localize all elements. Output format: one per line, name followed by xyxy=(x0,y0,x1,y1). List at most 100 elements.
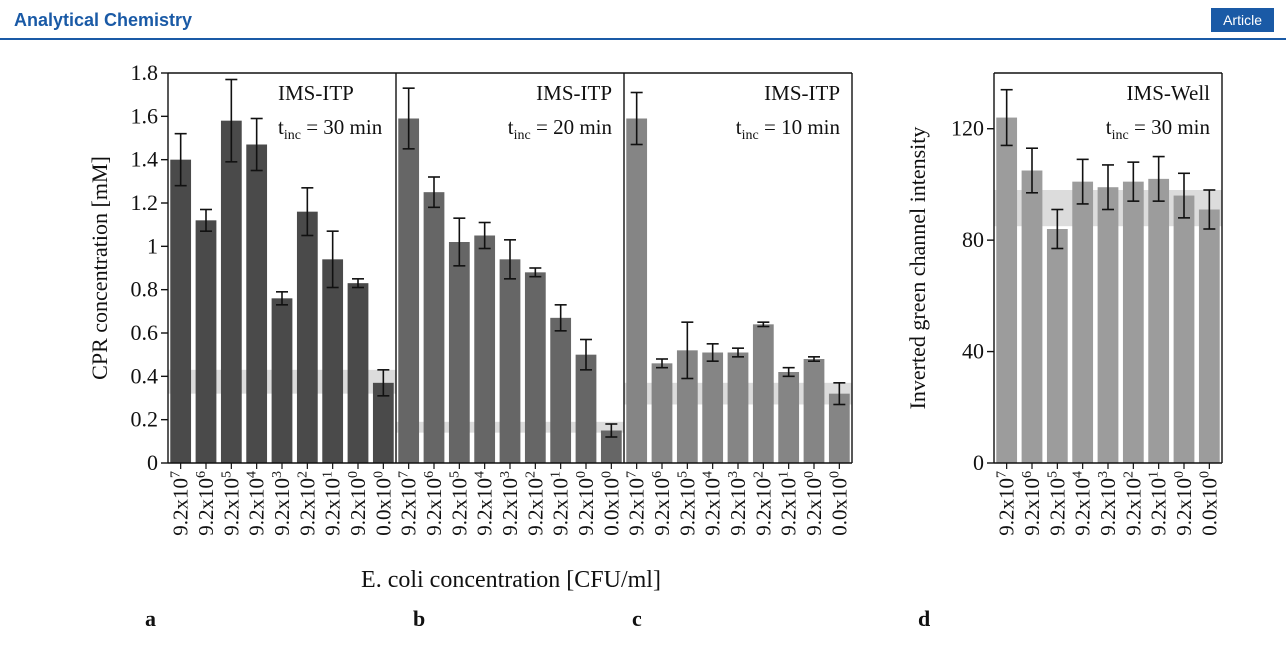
x-tick-label-d-5: 9.2x102 xyxy=(1121,471,1145,536)
x-tick-label-a-3: 9.2x104 xyxy=(245,471,269,536)
y-tick-label-a-9: 1.8 xyxy=(131,60,159,85)
x-tick-label-c-0: 9.2x107 xyxy=(625,471,649,536)
bar-d-0 xyxy=(996,117,1018,464)
y-tick-label-a-0: 0 xyxy=(147,450,158,475)
bar-c-3 xyxy=(702,352,724,463)
bar-b-2 xyxy=(448,242,470,463)
x-tick-label-a-2: 9.2x105 xyxy=(219,471,243,536)
x-tick-label-b-8: 0.0x100 xyxy=(599,471,623,536)
x-tick-label-a-0: 9.2x107 xyxy=(169,471,193,536)
bar-d-7 xyxy=(1173,195,1195,464)
x-tick-label-a-7: 9.2x100 xyxy=(346,471,370,536)
bar-c-0 xyxy=(626,118,648,463)
header-rule xyxy=(0,38,1286,40)
x-tick-label-b-7: 9.2x100 xyxy=(574,471,598,536)
y-tick-label-d-1: 40 xyxy=(962,339,984,364)
y-tick-label-a-5: 1 xyxy=(147,233,158,258)
bar-d-2 xyxy=(1046,229,1068,463)
bar-d-5 xyxy=(1122,181,1144,463)
y-tick-label-a-8: 1.6 xyxy=(131,103,159,128)
y-tick-label-a-2: 0.4 xyxy=(131,363,159,388)
bar-a-0 xyxy=(170,159,192,463)
bar-b-0 xyxy=(398,118,420,463)
x-tick-label-d-2: 9.2x105 xyxy=(1045,471,1069,536)
y-tick-label-a-3: 0.6 xyxy=(131,320,159,345)
journal-title: Analytical Chemistry xyxy=(14,10,193,30)
panel-condition-d: tinc = 30 min xyxy=(1106,115,1211,143)
panel-title-c: IMS-ITP xyxy=(764,81,840,105)
panel-letter-d: d xyxy=(918,606,930,631)
bar-c-8 xyxy=(828,393,850,463)
bar-a-2 xyxy=(220,120,242,464)
x-tick-label-c-1: 9.2x106 xyxy=(650,471,674,536)
x-axis-label: E. coli concentration [CFU/ml] xyxy=(361,567,661,593)
x-tick-label-b-0: 9.2x107 xyxy=(397,471,421,536)
x-tick-label-d-0: 9.2x107 xyxy=(995,471,1019,536)
y-axis-label-a: CPR concentration [mM] xyxy=(87,156,112,380)
y-tick-label-a-7: 1.4 xyxy=(131,147,159,172)
bar-a-7 xyxy=(347,283,369,463)
x-tick-label-b-4: 9.2x103 xyxy=(498,471,522,536)
bar-d-8 xyxy=(1198,209,1220,463)
bar-a-5 xyxy=(296,211,318,463)
bar-c-1 xyxy=(651,363,673,463)
y-tick-label-d-0: 0 xyxy=(973,450,984,475)
panel-title-b: IMS-ITP xyxy=(536,81,612,105)
bar-b-7 xyxy=(575,354,597,463)
bar-b-8 xyxy=(600,430,622,463)
panel-condition-c: tinc = 10 min xyxy=(736,115,841,143)
page-header: Analytical Chemistry Article xyxy=(0,0,1286,40)
x-tick-label-c-4: 9.2x103 xyxy=(726,471,750,536)
bar-b-5 xyxy=(524,272,546,463)
x-tick-label-c-8: 0.0x100 xyxy=(827,471,851,536)
panel-letter-a: a xyxy=(145,606,156,631)
bar-c-7 xyxy=(803,359,825,463)
x-tick-label-c-6: 9.2x101 xyxy=(777,471,801,536)
y-tick-label-a-4: 0.8 xyxy=(131,277,159,302)
x-tick-label-b-1: 9.2x106 xyxy=(422,471,446,536)
x-tick-label-d-4: 9.2x103 xyxy=(1096,471,1120,536)
plot-area: 9.2x1079.2x1069.2x1059.2x1049.2x1039.2x1… xyxy=(87,60,1223,536)
bar-d-4 xyxy=(1097,187,1119,463)
bar-b-1 xyxy=(423,192,445,463)
x-tick-label-d-1: 9.2x106 xyxy=(1020,471,1044,536)
bar-d-1 xyxy=(1021,170,1043,463)
bar-b-4 xyxy=(499,259,521,463)
y-axis-label-d: Inverted green channel intensity xyxy=(905,127,930,410)
x-tick-label-c-2: 9.2x105 xyxy=(675,471,699,536)
panel-condition-b: tinc = 20 min xyxy=(508,115,613,143)
panel-condition-a: tinc = 30 min xyxy=(278,115,383,143)
bar-a-3 xyxy=(246,144,268,463)
bar-d-3 xyxy=(1072,181,1094,463)
x-tick-label-a-1: 9.2x106 xyxy=(194,471,218,536)
panel-title-d: IMS-Well xyxy=(1127,81,1211,105)
panel-title-a: IMS-ITP xyxy=(278,81,354,105)
bar-b-6 xyxy=(550,317,572,463)
bar-a-4 xyxy=(271,298,293,463)
x-tick-label-d-8: 0.0x100 xyxy=(1197,471,1221,536)
y-tick-label-a-6: 1.2 xyxy=(131,190,159,215)
panel-letter-c: c xyxy=(632,606,642,631)
article-badge: Article xyxy=(1211,8,1274,32)
x-tick-label-c-7: 9.2x100 xyxy=(802,471,826,536)
x-tick-label-a-4: 9.2x103 xyxy=(270,471,294,536)
x-tick-label-a-8: 0.0x100 xyxy=(371,471,395,536)
x-tick-label-b-5: 9.2x102 xyxy=(523,471,547,536)
bar-b-3 xyxy=(474,235,496,463)
y-tick-label-d-3: 120 xyxy=(951,116,984,141)
x-tick-label-c-3: 9.2x104 xyxy=(701,471,725,536)
bar-d-6 xyxy=(1148,178,1170,463)
x-tick-label-b-3: 9.2x104 xyxy=(473,471,497,536)
x-tick-label-d-3: 9.2x104 xyxy=(1071,471,1095,536)
bar-c-6 xyxy=(778,372,800,463)
bar-c-4 xyxy=(727,352,749,463)
x-tick-label-d-7: 9.2x100 xyxy=(1172,471,1196,536)
y-tick-label-d-2: 80 xyxy=(962,227,984,252)
x-tick-label-a-6: 9.2x101 xyxy=(321,471,345,536)
panel-letter-b: b xyxy=(413,606,425,631)
x-tick-label-b-2: 9.2x105 xyxy=(447,471,471,536)
y-tick-label-a-1: 0.2 xyxy=(131,407,159,432)
x-tick-label-d-6: 9.2x101 xyxy=(1147,471,1171,536)
bar-c-5 xyxy=(752,324,774,463)
